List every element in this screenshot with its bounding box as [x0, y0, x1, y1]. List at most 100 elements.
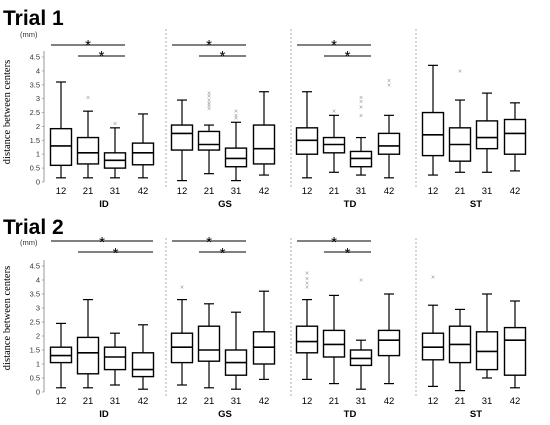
box-td-12-outlier: × [305, 276, 309, 283]
trial-title: Trial 1 [3, 7, 64, 30]
y-tick-label: 0.5 [30, 164, 40, 173]
box-id-42-iqr [131, 142, 155, 166]
category-label: 21 [204, 396, 215, 407]
category-label: 42 [259, 186, 270, 197]
box-st-42-iqr [503, 118, 527, 155]
box-id-31-iqr [103, 346, 127, 371]
box-td-42-outlier: × [387, 78, 391, 85]
significance-star: * [99, 234, 105, 251]
box-id-12-iqr [49, 127, 73, 167]
box-st-12-outlier: × [431, 275, 435, 282]
significance-star: * [345, 245, 351, 262]
category-label: 12 [56, 396, 67, 407]
box-td-42-iqr [377, 132, 401, 155]
y-axis-label: distance between centers [2, 266, 13, 370]
box-st-21-outlier: × [458, 68, 462, 75]
box-gs-21-outlier: × [207, 98, 211, 105]
group-label-td: TD [344, 409, 357, 420]
category-label: 42 [138, 396, 149, 407]
significance-star: * [85, 37, 91, 54]
category-label: 31 [356, 396, 367, 407]
significance-star: * [345, 48, 351, 65]
box-td-12-iqr [295, 325, 319, 354]
y-tick-label: 3.5 [30, 290, 40, 299]
box-gs-21-outlier: × [207, 100, 211, 107]
category-label: 31 [231, 186, 242, 197]
category-label: 42 [510, 186, 521, 197]
category-label: 21 [83, 186, 94, 197]
category-label: 21 [204, 186, 215, 197]
y-tick-label: 3 [36, 304, 40, 313]
category-label: 31 [356, 186, 367, 197]
group-label-id: ID [99, 409, 109, 420]
box-gs-21-outlier: × [207, 91, 211, 98]
y-tick-label: 0 [36, 388, 40, 397]
category-label: 21 [329, 186, 340, 197]
category-label: 12 [177, 186, 188, 197]
significance-star: * [331, 37, 337, 54]
category-label: 21 [455, 396, 466, 407]
box-gs-21-outlier: × [207, 93, 211, 100]
category-label: 12 [428, 186, 439, 197]
category-label: 31 [482, 186, 493, 197]
box-gs-42-iqr [252, 124, 276, 165]
category-label: 12 [177, 396, 188, 407]
y-tick-label: 4 [36, 66, 40, 75]
category-label: 42 [384, 186, 395, 197]
category-label: 21 [83, 396, 94, 407]
group-label-st: ST [470, 199, 482, 210]
significance-star: * [220, 245, 226, 262]
box-gs-21-outlier: × [207, 106, 211, 113]
box-td-31-outlier: × [359, 278, 363, 285]
box-st-42-iqr [503, 326, 527, 376]
box-td-42-outlier: × [387, 82, 391, 89]
box-gs-31-iqr [224, 147, 248, 168]
group-label-gs: GS [218, 199, 232, 210]
significance-star: * [206, 37, 212, 54]
category-label: 21 [455, 186, 466, 197]
y-tick-label: 1.5 [30, 346, 40, 355]
y-tick-label: 2.5 [30, 318, 40, 327]
significance-star: * [113, 245, 119, 262]
box-gs-31-outlier: × [234, 113, 238, 120]
y-tick-label: 0 [36, 178, 40, 187]
y-tick-label: 2 [36, 332, 40, 341]
group-label-gs: GS [218, 409, 232, 420]
significance-star: * [206, 234, 212, 251]
category-label: 42 [510, 396, 521, 407]
box-gs-21-outlier: × [207, 103, 211, 110]
category-label: 21 [329, 396, 340, 407]
y-axis-label: distance between centers [2, 60, 13, 164]
box-gs-12-outlier: × [180, 285, 184, 292]
category-label: 31 [110, 186, 121, 197]
category-label: 12 [56, 186, 67, 197]
y-tick-label: 1 [36, 360, 40, 369]
y-tick-label: 2.5 [30, 108, 40, 117]
group-label-st: ST [470, 409, 482, 420]
significance-star: * [331, 234, 337, 251]
y-tick-label: 4.5 [30, 262, 40, 271]
category-label: 42 [259, 396, 270, 407]
y-tick-label: 3.5 [30, 80, 40, 89]
box-st-31-iqr [475, 120, 499, 150]
y-tick-label: 3 [36, 94, 40, 103]
group-label-id: ID [99, 199, 109, 210]
category-label: 42 [138, 186, 149, 197]
y-tick-label: 2 [36, 122, 40, 131]
category-label: 31 [482, 396, 493, 407]
category-label: 12 [428, 396, 439, 407]
y-unit-label: (mm) [20, 30, 38, 39]
category-label: 42 [384, 396, 395, 407]
box-id-31-outlier: × [113, 121, 117, 128]
box-gs-31-outlier: × [234, 109, 238, 116]
box-id-21-iqr [76, 336, 100, 375]
box-td-12-outlier: × [305, 280, 309, 287]
box-td-12-outlier: × [305, 271, 309, 278]
box-gs-21-iqr [197, 325, 221, 362]
box-id-42-iqr [131, 352, 155, 378]
significance-star: * [99, 48, 105, 65]
trial-title: Trial 2 [3, 216, 64, 239]
box-td-12-outlier: × [305, 285, 309, 292]
category-label: 12 [302, 396, 313, 407]
